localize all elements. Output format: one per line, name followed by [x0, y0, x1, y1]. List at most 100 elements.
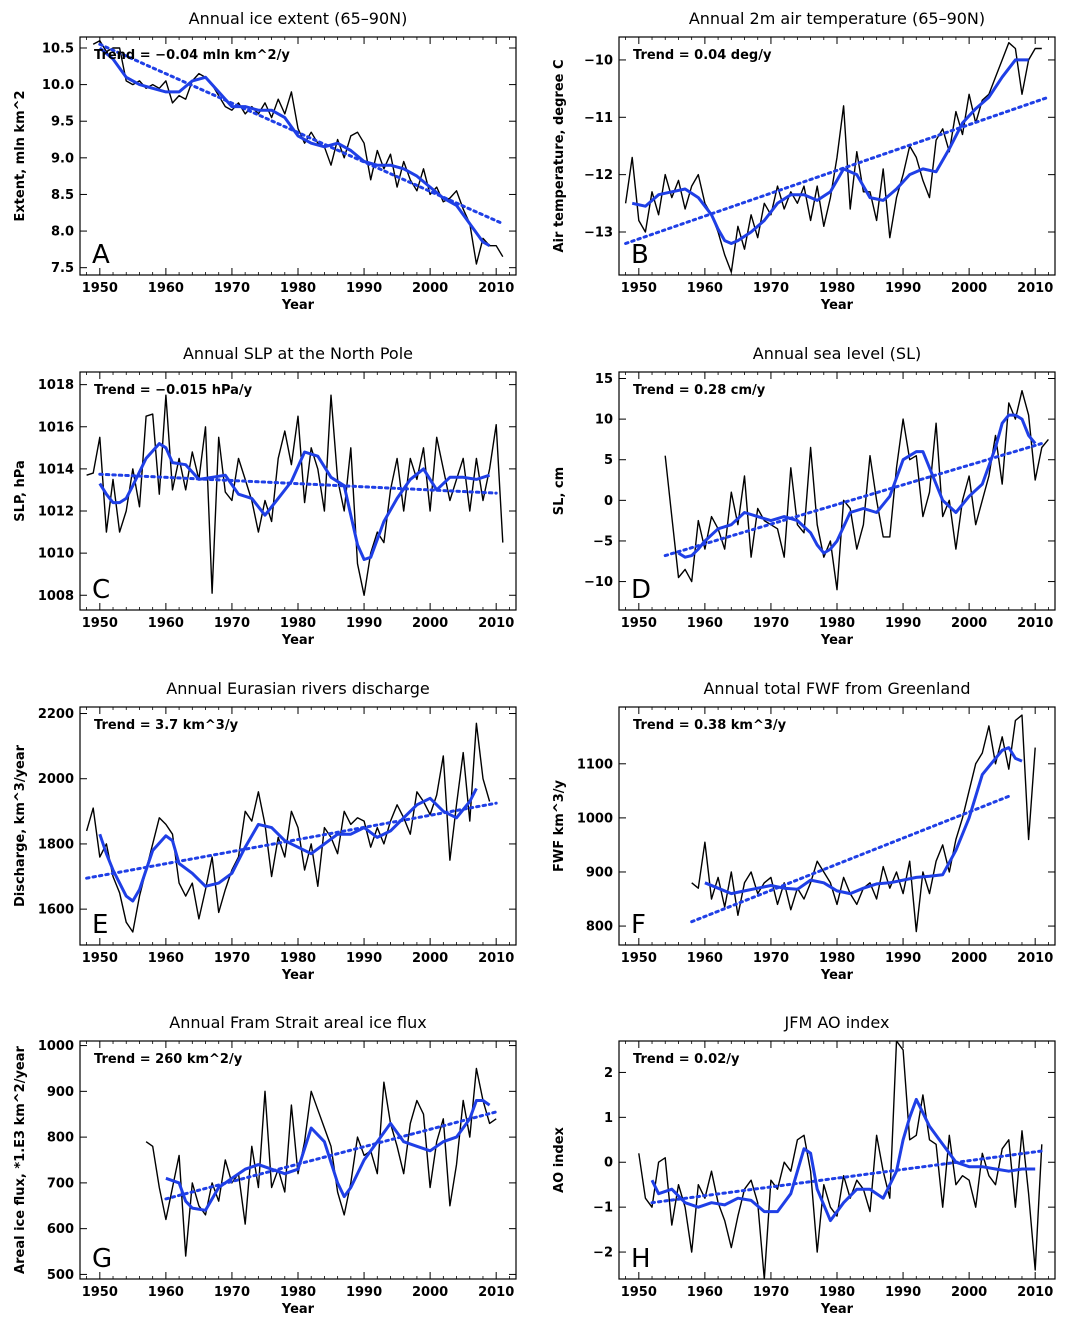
x-tick-label: 1970: [214, 951, 250, 966]
x-tick-label: 1980: [819, 616, 855, 631]
y-axis-label: Areal ice flux, *1.E3 km^2/year: [13, 1045, 28, 1273]
panel-b: Annual 2m air temperature (65–90N) 1950 19…: [552, 9, 1056, 313]
y-tick-label: 1: [604, 1111, 613, 1126]
x-tick-label: 1980: [819, 951, 855, 966]
x-tick-label: 2000: [951, 616, 987, 631]
y-tick-label: 0: [604, 1156, 613, 1171]
x-tick-label: 1970: [214, 281, 250, 296]
y-tick-label: 9.0: [51, 151, 74, 166]
panel-letter: E: [92, 910, 108, 940]
y-axis-label: FWF km^3/y: [552, 779, 567, 872]
x-tick-label: 2010: [1017, 281, 1053, 296]
x-axis-label: Year: [820, 1302, 854, 1317]
x-tick-label: 2000: [951, 281, 987, 296]
x-axis-label: Year: [281, 1302, 315, 1317]
y-axis-label: SL, cm: [552, 467, 567, 515]
y-tick-label: 1014: [38, 462, 74, 477]
x-tick-label: 1970: [753, 281, 789, 296]
x-tick-label: 2000: [412, 616, 448, 631]
panel-c: Annual SLP at the North Pole 1950 1960 1970…: [13, 344, 517, 648]
x-tick-label: 1990: [885, 1285, 921, 1300]
series-smoothed-line: [98, 442, 491, 561]
x-tick-label: 1950: [82, 1285, 118, 1300]
chart-title: Annual Fram Strait areal ice flux: [169, 1013, 426, 1032]
x-tick-label: 1950: [621, 1285, 657, 1300]
y-axis-label: SLP, hPa: [13, 460, 28, 521]
y-tick-label: 10: [595, 413, 613, 428]
y-tick-label: 1000: [577, 811, 613, 826]
plot-frame: [79, 36, 517, 276]
plot-frame: [618, 371, 1056, 611]
trend-label: Trend = −0.04 mln km^2/y: [94, 48, 290, 63]
y-tick-label: −10: [584, 53, 613, 68]
series-smoothed-line: [165, 1099, 491, 1212]
panel-h: JFM AO index 1950 1960 1970 1980 1990 2000 2010…: [552, 1013, 1056, 1317]
y-tick-label: 1012: [38, 505, 74, 520]
series-trend-line: [98, 42, 505, 226]
y-tick-label: 700: [47, 1176, 74, 1191]
x-tick-label: 1980: [280, 951, 316, 966]
plot-frame: [618, 706, 1056, 946]
x-tick-label: 1960: [148, 1285, 184, 1300]
x-tick-label: 1980: [280, 616, 316, 631]
y-tick-label: −2: [593, 1246, 613, 1261]
series-smoothed-line: [631, 58, 1029, 245]
y-axis-label: Discharge, km^3/year: [13, 744, 28, 907]
chart-title: Annual ice extent (65–90N): [189, 9, 408, 28]
y-tick-label: −12: [584, 168, 613, 183]
y-tick-label: 800: [47, 1131, 74, 1146]
x-tick-label: 1990: [885, 616, 921, 631]
x-tick-label: 1990: [346, 1285, 382, 1300]
chart-title: Annual sea level (SL): [753, 344, 921, 363]
x-tick-label: 1960: [687, 281, 723, 296]
x-tick-label: 2000: [412, 1285, 448, 1300]
y-tick-label: 1100: [577, 757, 613, 772]
panel-letter: A: [92, 240, 110, 270]
panel-letter: G: [92, 1244, 112, 1274]
series-trend-line: [663, 442, 1044, 558]
y-axis-label: AO index: [552, 1126, 567, 1192]
x-axis-label: Year: [281, 968, 315, 983]
y-tick-label: 2: [604, 1066, 613, 1081]
y-tick-label: 5: [604, 453, 613, 468]
y-tick-label: 2200: [38, 707, 74, 722]
series-trend-line: [164, 1110, 498, 1201]
y-tick-label: −1: [593, 1201, 613, 1216]
panel-letter: F: [631, 910, 646, 940]
x-axis-label: Year: [281, 298, 315, 313]
x-tick-label: 1990: [885, 281, 921, 296]
y-tick-label: 10.5: [42, 41, 74, 56]
y-tick-label: 15: [595, 372, 613, 387]
y-tick-label: 900: [47, 1085, 74, 1100]
series-trend-line: [85, 801, 498, 880]
x-tick-label: 1950: [82, 281, 118, 296]
chart-title: Annual 2m air temperature (65–90N): [689, 9, 985, 28]
y-tick-label: 500: [47, 1268, 74, 1283]
y-tick-label: 1008: [38, 589, 74, 604]
series-trend-line: [690, 794, 1011, 924]
x-tick-label: 2000: [412, 281, 448, 296]
x-axis-label: Year: [820, 298, 854, 313]
y-tick-label: 900: [586, 865, 613, 880]
x-tick-label: 1990: [346, 281, 382, 296]
series-annual-line: [85, 722, 491, 933]
x-tick-label: 2010: [478, 281, 514, 296]
series-annual-line: [691, 714, 1036, 933]
series-annual-line: [638, 1041, 1043, 1279]
x-tick-label: 1960: [148, 616, 184, 631]
x-tick-label: 1980: [819, 1285, 855, 1300]
series-annual-line: [86, 394, 504, 596]
x-tick-label: 2000: [951, 1285, 987, 1300]
x-axis-label: Year: [820, 633, 854, 648]
trend-label: Trend = 0.38 km^3/y: [633, 718, 787, 733]
x-tick-label: 1950: [82, 616, 118, 631]
x-axis-label: Year: [820, 968, 854, 983]
y-tick-label: 1000: [38, 1039, 74, 1054]
y-tick-label: 9.5: [51, 115, 74, 130]
y-tick-label: −13: [584, 225, 613, 240]
x-tick-label: 2000: [412, 951, 448, 966]
panel-letter: B: [631, 240, 649, 270]
x-tick-label: 2010: [1017, 1285, 1053, 1300]
series-trend-line: [650, 1149, 1044, 1205]
